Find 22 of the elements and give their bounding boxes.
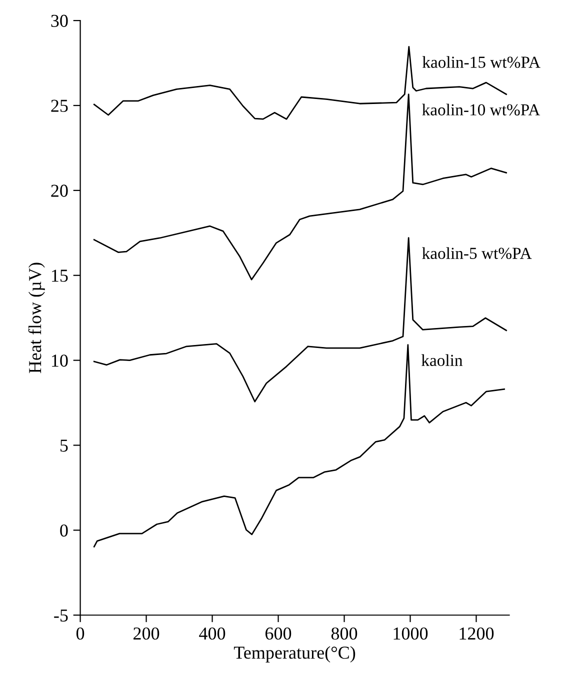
x-tick-label: 1000	[394, 627, 428, 640]
x-tick-label: 0	[76, 627, 84, 640]
y-axis-title: Heat flow (µV)	[28, 262, 45, 374]
x-tick-label: 400	[199, 627, 226, 640]
y-tick-label: -5	[54, 610, 68, 622]
y-tick-label: 5	[60, 440, 68, 452]
y-tick-label: 15	[52, 270, 68, 282]
x-axis-title: Temperature(°C)	[234, 646, 356, 662]
series-label: kaolin-10 wt%PA	[422, 104, 540, 116]
x-tick-label: 800	[331, 627, 358, 640]
series-label: kaolin	[421, 354, 463, 366]
series-label: kaolin-5 wt%PA	[422, 247, 532, 260]
y-tick-label: 0	[60, 524, 68, 537]
line-series	[93, 344, 505, 548]
x-tick-label: 600	[265, 627, 292, 640]
y-tick-label: 20	[51, 184, 68, 197]
y-tick-label: 25	[51, 100, 68, 112]
x-tick-label: 1200	[460, 627, 494, 640]
series-label: kaolin-15 wt%PA	[422, 56, 540, 68]
y-tick-label: 10	[52, 354, 68, 367]
x-tick-label: 200	[134, 627, 160, 640]
y-tick-label: 30	[51, 14, 68, 27]
